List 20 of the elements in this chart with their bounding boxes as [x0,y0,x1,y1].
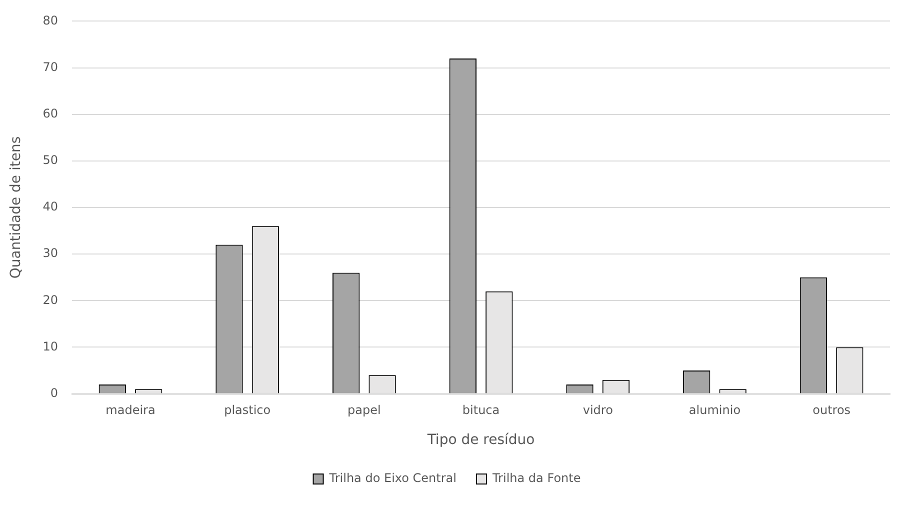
y-tick-label: 40 [42,200,58,214]
y-tick-label: 0 [50,386,58,400]
legend-label: Trilha da Fonte [491,471,581,486]
y-tick-label: 10 [42,339,58,354]
y-tick-label: 50 [42,153,58,168]
y-tick-label: 60 [42,106,58,120]
y-tick-label: 20 [42,292,58,307]
y-tick-label: 30 [42,246,58,260]
x-tick-label: papel [348,403,381,418]
x-tick-label: outros [812,403,851,418]
x-tick-label: bituca [462,403,500,418]
x-axis-title: Tipo de resíduo [426,432,535,448]
y-tick-label: 80 [42,13,58,28]
y-tick-label: 70 [42,60,58,74]
x-tick-label: vidro [582,403,613,418]
y-axis-title: Quantidade de itens [8,136,24,279]
x-tick-label: aluminio [688,403,741,418]
x-tick-label: plastico [224,403,271,418]
x-tick-label: madeira [106,403,156,418]
legend-label: Trilha do Eixo Central [328,471,456,486]
